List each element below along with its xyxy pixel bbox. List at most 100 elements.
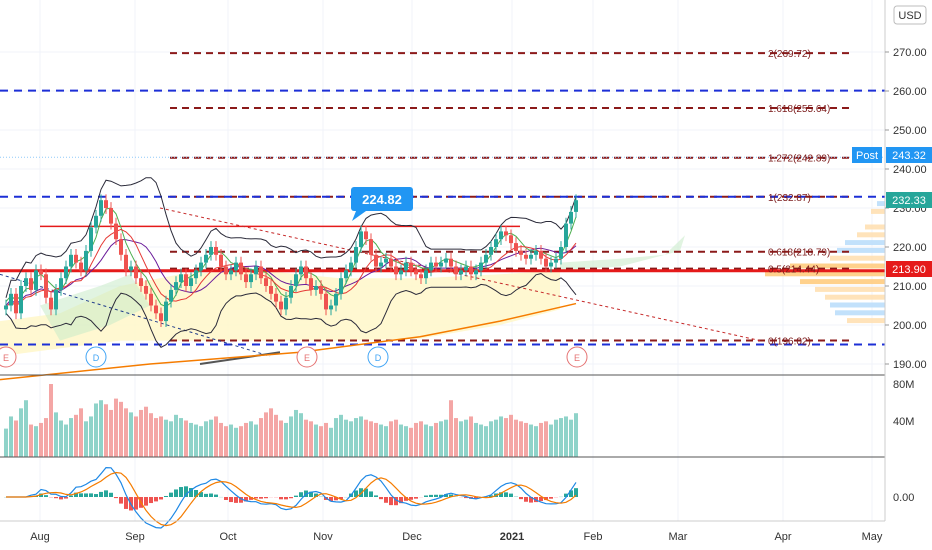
candle (564, 223, 568, 247)
volume-bar (434, 422, 438, 457)
candle (134, 266, 138, 279)
volume-bar (524, 422, 528, 457)
post-value-box (886, 147, 932, 163)
candle (299, 266, 303, 275)
event-marker-label: E (304, 353, 310, 363)
candle (24, 278, 28, 286)
earnings-marker[interactable]: E (296, 346, 318, 368)
volume-bar (539, 422, 543, 457)
horizontal-levels (0, 52, 885, 365)
volume-bar (564, 416, 568, 457)
volume-bar (109, 409, 113, 457)
macd-histogram-bar (279, 497, 283, 500)
volume-bar (484, 426, 488, 457)
volume-bar (519, 421, 523, 457)
volume-bar (569, 419, 573, 457)
volume-bar (174, 414, 178, 457)
macd-histogram-bar (499, 492, 503, 497)
candle (279, 301, 283, 310)
macd-histogram-bar (419, 497, 423, 498)
candle (394, 266, 398, 275)
candle (169, 289, 173, 302)
price-tick: 270.00 (893, 47, 927, 59)
macd-histogram-bar (54, 497, 58, 499)
volume-bar (219, 422, 223, 457)
macd-histogram-bar (529, 497, 533, 503)
volume-bar (69, 418, 73, 457)
candle (114, 223, 118, 240)
macd-histogram-bar (59, 497, 63, 500)
candle (484, 254, 488, 263)
volume-bar (424, 424, 428, 457)
macd-histogram-bar (464, 497, 468, 499)
volume-bar (264, 412, 268, 457)
volume-bar (249, 421, 253, 457)
macd-histogram-bar (109, 492, 113, 497)
candle (424, 270, 428, 279)
volume-bar (29, 424, 33, 457)
price-tick: 220.00 (893, 242, 927, 254)
fib-level-label: 1.618(255.64) (768, 104, 830, 115)
macd-axis: 0.00 (893, 492, 914, 504)
candle (409, 262, 413, 271)
volume-bar (254, 424, 258, 457)
candle (39, 270, 43, 275)
price-callout[interactable]: 224.82 (351, 187, 413, 221)
macd-histogram-bar (309, 491, 313, 497)
volume-bar (259, 418, 263, 457)
candle (439, 262, 443, 267)
volume-bar (314, 424, 318, 457)
macd-histogram-bar (84, 493, 88, 497)
volume-bar (429, 426, 433, 457)
macd-histogram-bar (89, 493, 93, 497)
macd-histogram-bar (124, 497, 128, 509)
volume-bar (394, 419, 398, 457)
long-moving-average (0, 302, 577, 381)
volume-bar (414, 422, 418, 457)
dividend-marker[interactable]: D (85, 346, 107, 368)
candle (34, 270, 38, 290)
candle (544, 258, 548, 267)
earnings-marker[interactable]: E (0, 346, 17, 368)
volume-bar (409, 427, 413, 457)
volume-bar (334, 418, 338, 457)
volume-bar (144, 406, 148, 457)
candle (194, 270, 198, 279)
volume-bar (299, 413, 303, 457)
earnings-marker[interactable]: E (566, 346, 588, 368)
candle (234, 262, 238, 271)
macd-histogram-bar (434, 494, 438, 497)
macd-histogram-bar (144, 497, 148, 506)
post-label-box (852, 147, 882, 163)
candle (189, 278, 193, 286)
macd-signal-line (6, 471, 577, 527)
macd-histogram-bar (104, 490, 108, 497)
currency-selector[interactable]: USD (893, 5, 927, 25)
volume-bar (149, 413, 153, 457)
candle (349, 262, 353, 271)
macd-histogram-bar (549, 497, 553, 499)
macd-histogram-bar (294, 495, 298, 497)
candle (294, 274, 298, 286)
macd-histogram-bar (154, 497, 158, 502)
volume-bar (199, 426, 203, 457)
candle (329, 305, 333, 310)
macd-histogram-bar (69, 495, 73, 497)
price-tick: 260.00 (893, 86, 927, 98)
candle (164, 301, 168, 322)
volume-bar (359, 416, 363, 457)
candle (319, 286, 323, 294)
volume-bar (94, 403, 98, 457)
macd-histogram-bar (299, 492, 303, 497)
dividend-marker[interactable]: D (367, 346, 389, 368)
volume-bar (134, 416, 138, 457)
volume-bar (244, 422, 248, 457)
event-marker-label: E (574, 353, 580, 363)
macd-histogram-bar (194, 490, 198, 497)
macd-histogram-bar (329, 497, 333, 502)
candlesticks (4, 194, 578, 327)
time-axis[interactable]: Aug Sep Oct Nov Dec 2021 Feb Mar Apr May (30, 531, 883, 543)
candle (209, 247, 213, 255)
